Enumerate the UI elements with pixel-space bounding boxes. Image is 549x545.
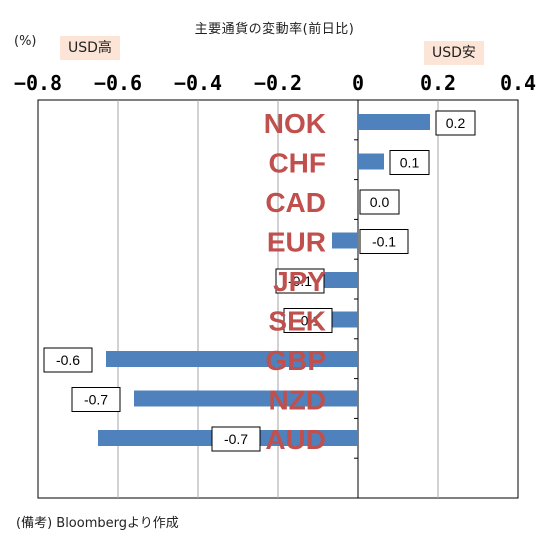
data-label-box [71, 387, 121, 412]
data-label-box [359, 189, 400, 215]
source-note: (備考) Bloombergより作成 [16, 516, 179, 531]
bar-sek [330, 311, 358, 328]
unit-label: (%) [14, 34, 37, 49]
bar-chf [358, 153, 384, 170]
x-tick-label: 0.4 [500, 71, 536, 95]
bar-nok [358, 114, 430, 130]
data-label-box [283, 308, 333, 333]
x-tick-label: −0.8 [14, 71, 62, 95]
currency-label-eur: EUR [267, 227, 326, 258]
currency-label-nzd: NZD [268, 385, 326, 416]
x-tick-label: 0 [352, 71, 364, 95]
data-label: -0.7 [84, 392, 108, 408]
currency-label-aud: AUD [265, 424, 326, 455]
currency-label-chf: CHF [268, 148, 326, 179]
currency-label-sek: SEK [268, 306, 326, 337]
data-label-box [43, 347, 93, 373]
data-label: -0.7 [224, 431, 248, 447]
currency-label-nok: NOK [264, 108, 326, 139]
usd-strong-badge: USD高 [60, 36, 120, 60]
currency-label-gbp: GBP [265, 345, 326, 376]
data-label-box [389, 150, 430, 175]
data-label-box [359, 229, 409, 254]
x-tick-label: 0.2 [420, 71, 456, 95]
data-label-box [211, 426, 261, 452]
bar-eur [332, 232, 358, 249]
bar-jpy [322, 272, 358, 288]
currency-label-jpy: JPY [273, 266, 326, 297]
x-tick-label: −0.2 [254, 71, 302, 95]
currency-label-cad: CAD [265, 187, 326, 218]
data-label: -0.6 [56, 352, 80, 368]
data-label-box [435, 110, 476, 136]
data-label: 0.1 [400, 155, 420, 171]
data-label: -0.1 [288, 273, 312, 289]
data-label: 0.0 [370, 194, 390, 210]
data-label: 0.2 [446, 115, 466, 131]
bar-gbp [106, 351, 358, 367]
bar-nzd [134, 390, 358, 407]
x-tick-label: −0.6 [94, 71, 142, 95]
data-label: -0.1 [296, 313, 320, 329]
data-label-box [275, 268, 325, 294]
chart-title: 主要通貨の変動率(前日比) [194, 22, 355, 37]
data-label: -0.1 [372, 234, 396, 250]
x-tick-label: −0.4 [174, 71, 222, 95]
usd-weak-badge: USD安 [424, 41, 484, 65]
